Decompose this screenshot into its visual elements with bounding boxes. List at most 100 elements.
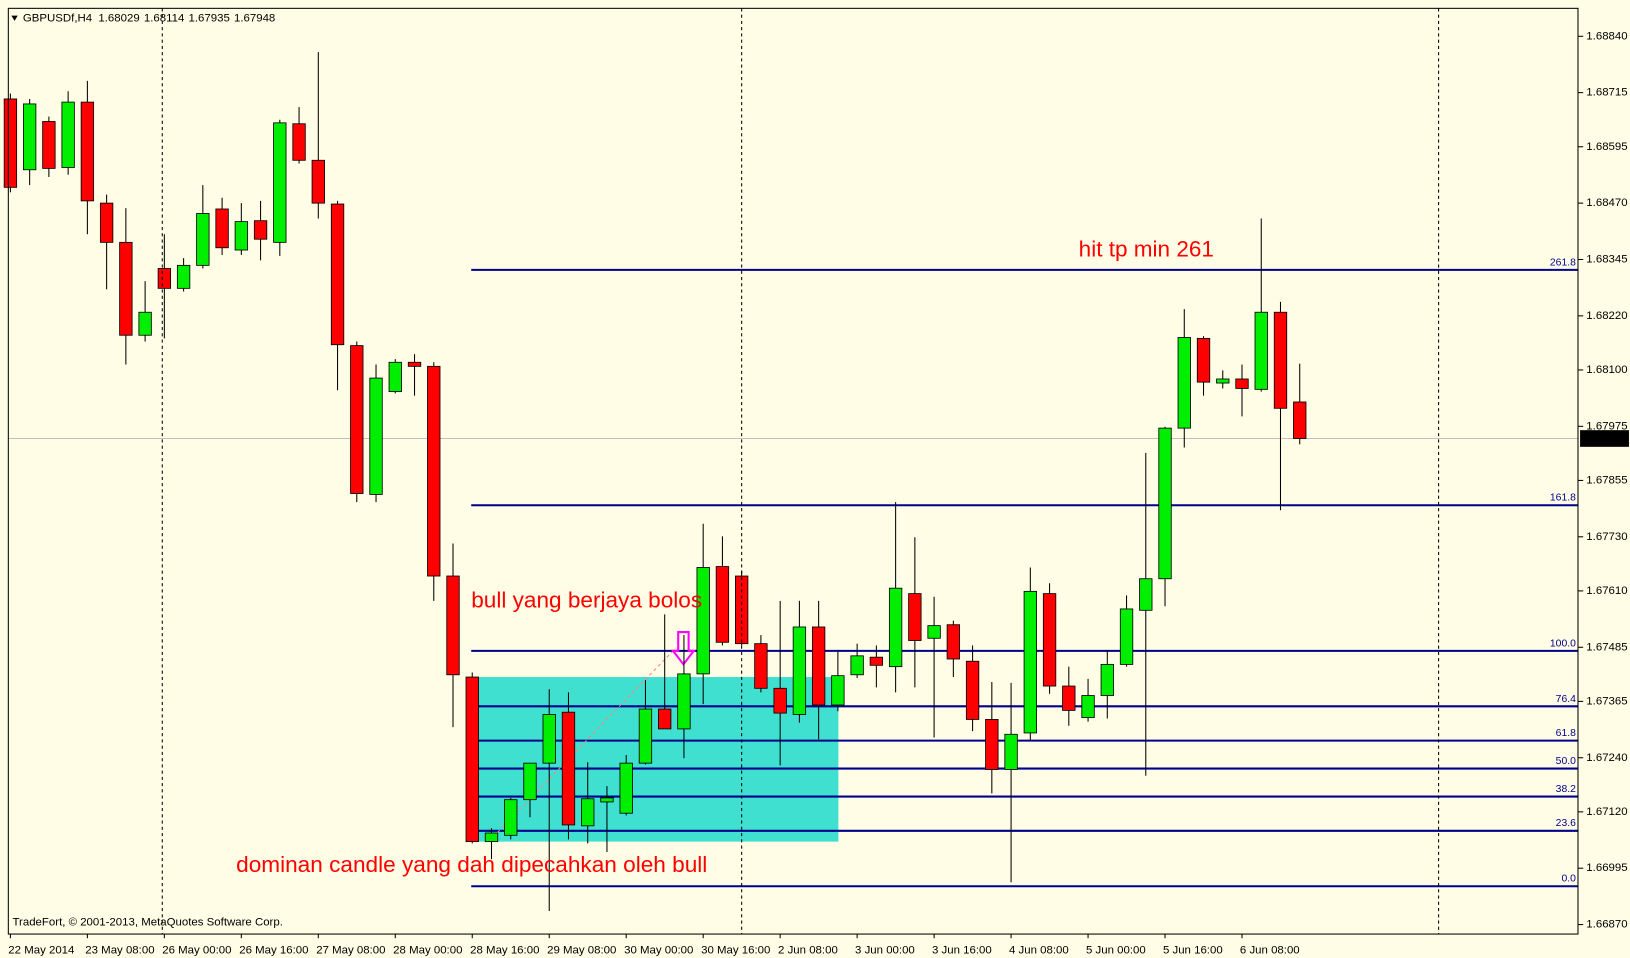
candle-body (946, 624, 961, 660)
candle-body (1004, 733, 1018, 770)
candle-body (311, 159, 325, 204)
copyright: TradeFort, © 2001-2013, MetaQuotes Softw… (12, 917, 282, 929)
fib-label: 100.0 (1550, 638, 1576, 649)
candle-body (1139, 578, 1153, 611)
candle-body (600, 797, 614, 803)
candle-body (696, 567, 710, 675)
candle-body (773, 687, 787, 714)
candle-body (831, 675, 845, 706)
y-tick-label: 1.67120 (1586, 806, 1627, 818)
y-tick-label: 1.66870 (1586, 919, 1627, 931)
candle-body (157, 268, 172, 289)
y-tick-label: 1.68470 (1586, 197, 1627, 209)
candle-body (446, 575, 460, 676)
candle-body (811, 626, 826, 706)
candle-body (22, 103, 37, 171)
candle-body (542, 714, 556, 764)
x-tick-label: 5 Jun 16:00 (1163, 945, 1223, 957)
x-tick-label: 4 Jun 08:00 (1009, 945, 1069, 957)
candle-body (42, 121, 56, 169)
candle-body (350, 345, 364, 494)
candle-body (273, 122, 287, 243)
candle-body (99, 202, 114, 243)
candle-body (1081, 695, 1095, 719)
candle-body (869, 656, 884, 666)
candle-body (388, 361, 402, 393)
y-tick-label: 1.68345 (1586, 254, 1627, 266)
header-low: 1.67935 (188, 13, 229, 25)
price-box (1580, 430, 1629, 447)
annotation: bull yang berjaya bolos (471, 588, 702, 613)
candle-body (80, 101, 95, 202)
candle-body (985, 719, 999, 770)
x-tick-label: 3 Jun 00:00 (855, 945, 915, 957)
candle-body (1196, 337, 1211, 383)
candle-body (253, 220, 268, 240)
candle-body (715, 566, 730, 643)
candle-body (119, 241, 133, 336)
candle-body (1293, 401, 1307, 439)
y-tick-label: 1.67730 (1586, 531, 1627, 543)
candle-body (484, 832, 499, 843)
candle-body (1062, 685, 1076, 711)
y-tick-label: 1.67485 (1586, 641, 1627, 653)
candle-body (292, 123, 306, 161)
candle-body (215, 208, 229, 249)
candle-body (927, 625, 941, 639)
candle-body (176, 264, 191, 289)
header-close: 1.67948 (234, 13, 275, 25)
candle-body (234, 221, 248, 251)
x-tick-label: 28 May 16:00 (470, 945, 539, 957)
candle-body (1023, 590, 1037, 734)
candle-body (1216, 378, 1230, 384)
fib-label: 23.6 (1556, 818, 1576, 829)
price-box-label: 1.67948 (1584, 433, 1625, 445)
candle-body (196, 213, 210, 266)
candle-body (1177, 337, 1191, 429)
annotation: hit tp min 261 (1079, 237, 1214, 262)
fib-label: 261.8 (1550, 257, 1576, 268)
fib-label: 161.8 (1550, 493, 1576, 504)
candle-body (561, 711, 576, 826)
candle-body (427, 365, 441, 577)
x-tick-label: 26 May 16:00 (239, 945, 308, 957)
x-tick-label: 29 May 08:00 (547, 945, 616, 957)
candle-body (1100, 663, 1114, 696)
x-tick-label: 5 Jun 00:00 (1086, 945, 1146, 957)
fib-label: 50.0 (1556, 756, 1576, 767)
candle-body (850, 655, 864, 676)
header-open: 1.68029 (98, 13, 139, 25)
y-tick-label: 1.67240 (1586, 752, 1627, 764)
candle-body (465, 676, 479, 843)
candle-body (1119, 608, 1134, 665)
candle-body (638, 708, 653, 764)
candle-body (3, 98, 18, 188)
y-tick-label: 1.68595 (1586, 141, 1627, 153)
symbol: GBPUSDf,H4 (23, 13, 93, 25)
candle-body (1042, 593, 1057, 687)
y-tick-label: 1.67975 (1586, 420, 1627, 432)
candle-body (504, 799, 518, 836)
fib-label: 0.0 (1561, 874, 1576, 885)
candle-body (1254, 311, 1268, 390)
y-tick-label: 1.67365 (1586, 695, 1627, 707)
candle-body (1158, 427, 1172, 580)
fib-label: 76.4 (1556, 694, 1576, 705)
candle-body (908, 593, 922, 641)
x-tick-label: 22 May 2014 (8, 945, 75, 957)
x-tick-label: 26 May 00:00 (162, 945, 231, 957)
x-tick-label: 6 Jun 08:00 (1240, 945, 1300, 957)
candle-body (369, 377, 383, 495)
menu-triangle[interactable] (11, 15, 18, 21)
y-tick-label: 1.67855 (1586, 474, 1627, 486)
candle-body (677, 673, 691, 730)
y-tick-label: 1.68220 (1586, 310, 1627, 322)
candle-body (1235, 378, 1249, 389)
header-high: 1.68114 (144, 13, 185, 25)
plot-frame (7, 7, 1579, 935)
x-tick-label: 27 May 08:00 (316, 945, 385, 957)
arrow-marker (670, 631, 696, 667)
trend-guide (488, 647, 677, 842)
fib-label: 38.2 (1556, 784, 1576, 795)
